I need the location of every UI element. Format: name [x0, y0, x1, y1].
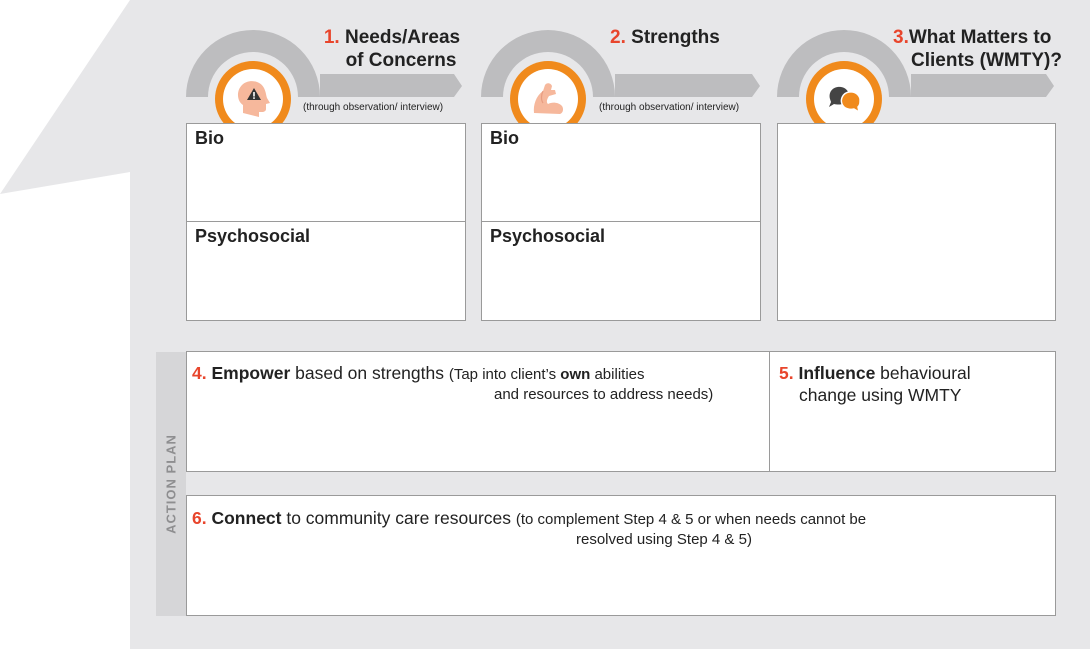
section-1-psychosocial-label: Psychosocial: [195, 226, 311, 246]
step-4-box: 4. Empower based on strengths (Tap into …: [186, 351, 770, 472]
section-3-box: [777, 123, 1056, 321]
section-3-number: 3.: [893, 27, 909, 48]
section-3-title-line1: What Matters to: [908, 27, 1052, 48]
section-1-psychosocial-box: Psychosocial: [186, 221, 466, 321]
section-1-title: 1. Needs/Areas of Concerns: [312, 26, 472, 72]
step-4-number: 4.: [192, 363, 207, 383]
section-1-number: 1.: [323, 27, 340, 48]
step-4-paren-a: (Tap into client’s: [448, 366, 561, 383]
section-2-bio-label: Bio: [490, 128, 519, 148]
section-3-title: 3.What Matters to Clients (WMTY)?: [893, 26, 1062, 72]
step-4-bold: Empower: [211, 363, 291, 383]
step-6-paren-line2: resolved using Step 4 & 5): [576, 531, 752, 548]
section-2-psychosocial-label: Psychosocial: [490, 226, 606, 246]
step-5-number: 5.: [779, 363, 794, 383]
section-2-number: 2.: [610, 27, 626, 48]
section-1-note: (through observation/ interview): [303, 102, 444, 113]
section-2-bio-box: Bio: [481, 123, 761, 222]
step-5-text: 5. Influence behavioural change using WM…: [779, 362, 1049, 406]
section-2-title-line1: Strengths: [631, 27, 720, 48]
section-1-title-line1: Needs/Areas: [345, 27, 461, 48]
step-6-text: 6. Connect to community care resources (…: [192, 507, 1052, 529]
step-6-box: 6. Connect to community care resources (…: [186, 495, 1056, 616]
section-2-title: 2. Strengths: [610, 26, 720, 49]
step-4-paren-bold: own: [560, 366, 591, 383]
section-1-title-line2: of Concerns: [345, 50, 457, 71]
step-4-rest: based on strengths: [290, 363, 449, 383]
step-5-line2: change using WMTY: [799, 385, 962, 405]
action-plan-label: ACTION PLAN: [156, 352, 186, 616]
action-plan-label-text: ACTION PLAN: [163, 434, 179, 534]
step-4-paren-b: abilities: [590, 366, 645, 383]
section-1-bio-box: Bio: [186, 123, 466, 222]
step-6-bold: Connect: [211, 508, 282, 528]
section-2-note: (through observation/ interview): [599, 102, 740, 113]
step-4-paren-line2: and resources to address needs): [494, 386, 714, 403]
step-5-box: 5. Influence behavioural change using WM…: [769, 351, 1056, 472]
section-2-psychosocial-box: Psychosocial: [481, 221, 761, 321]
step-6-paren-line1: (to complement Step 4 & 5 or when needs …: [515, 511, 867, 528]
step-4-text: 4. Empower based on strengths (Tap into …: [192, 362, 762, 384]
step-5-rest: behavioural: [875, 363, 971, 383]
section-3-title-line2: Clients (WMTY)?: [911, 50, 1062, 71]
step-6-rest: to community care resources: [281, 508, 516, 528]
step-5-bold: Influence: [798, 363, 876, 383]
step-6-number: 6.: [192, 508, 207, 528]
section-1-bio-label: Bio: [195, 128, 224, 148]
